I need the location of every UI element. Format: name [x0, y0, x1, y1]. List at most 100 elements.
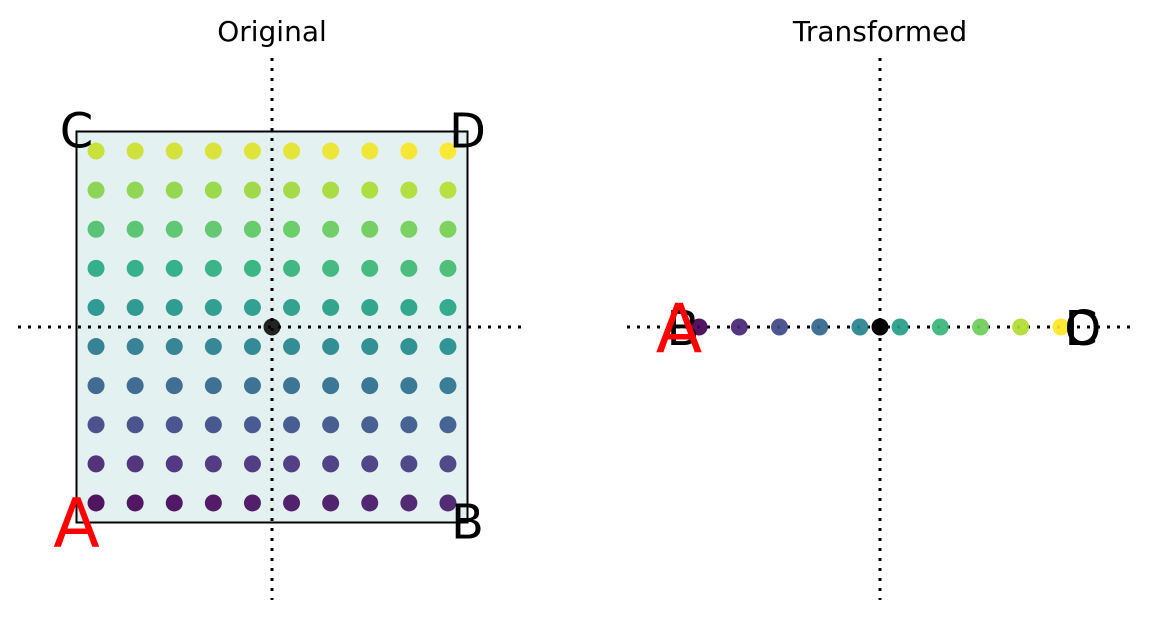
original-grid-point — [439, 259, 457, 277]
original-grid-point — [243, 298, 261, 316]
original-grid-point — [361, 259, 379, 277]
transformed-point — [730, 318, 748, 336]
transformed-point — [891, 318, 909, 336]
original-grid-point — [243, 338, 261, 356]
original-grid-point — [283, 181, 301, 199]
original-corner-a-label: A — [53, 485, 100, 564]
original-grid-point — [283, 259, 301, 277]
original-grid-point — [322, 259, 340, 277]
original-grid-point — [283, 416, 301, 434]
transformed-points — [690, 318, 1070, 336]
transformed-point — [811, 318, 829, 336]
original-origin-point — [263, 318, 281, 336]
original-panel: Original A B C D — [18, 15, 524, 600]
original-grid-point — [165, 416, 183, 434]
original-grid-point — [126, 338, 144, 356]
original-grid-point — [126, 259, 144, 277]
original-grid-point — [322, 455, 340, 473]
original-grid-point — [165, 377, 183, 395]
original-grid-point — [87, 377, 105, 395]
original-grid-point — [283, 338, 301, 356]
transformed-point — [851, 318, 869, 336]
transformed-point — [931, 318, 949, 336]
original-grid-point — [204, 181, 222, 199]
original-points — [87, 142, 457, 512]
original-grid-point — [165, 298, 183, 316]
original-grid-point — [126, 220, 144, 238]
original-grid-point — [243, 142, 261, 160]
original-grid-point — [87, 416, 105, 434]
original-grid-point — [165, 259, 183, 277]
original-grid-point — [165, 220, 183, 238]
original-grid-point — [400, 142, 418, 160]
original-grid-point — [439, 455, 457, 473]
original-grid-point — [87, 259, 105, 277]
transformed-panel: Transformed B A C D — [627, 15, 1133, 600]
original-grid-point — [283, 455, 301, 473]
transformed-point — [1012, 318, 1030, 336]
original-grid-point — [204, 455, 222, 473]
original-grid-point — [322, 181, 340, 199]
original-grid-point — [126, 455, 144, 473]
original-grid-point — [400, 220, 418, 238]
original-grid-point — [165, 455, 183, 473]
original-corner-b-label: B — [451, 495, 484, 551]
original-grid-point — [439, 220, 457, 238]
original-grid-point — [283, 298, 301, 316]
original-grid-point — [243, 259, 261, 277]
original-grid-point — [361, 338, 379, 356]
original-grid-point — [361, 416, 379, 434]
original-grid-point — [126, 298, 144, 316]
original-grid-point — [361, 455, 379, 473]
original-grid-point — [322, 220, 340, 238]
original-grid-point — [126, 377, 144, 395]
original-grid-point — [439, 142, 457, 160]
original-grid-point — [204, 298, 222, 316]
transformed-corner-b-label: B — [667, 301, 700, 357]
transformed-point — [690, 318, 708, 336]
original-grid-point — [87, 298, 105, 316]
original-grid-point — [165, 338, 183, 356]
original-grid-point — [204, 142, 222, 160]
original-grid-point — [283, 494, 301, 512]
original-grid-point — [243, 455, 261, 473]
original-title: Original — [217, 15, 327, 48]
original-grid-point — [204, 416, 222, 434]
original-grid-point — [87, 338, 105, 356]
original-grid-point — [126, 142, 144, 160]
original-grid-point — [204, 338, 222, 356]
original-grid-point — [283, 377, 301, 395]
original-grid-point — [439, 377, 457, 395]
original-grid-point — [361, 377, 379, 395]
original-grid-point — [400, 455, 418, 473]
original-grid-point — [87, 181, 105, 199]
original-grid-point — [243, 416, 261, 434]
original-grid-point — [126, 494, 144, 512]
original-grid-point — [283, 220, 301, 238]
transformed-corner-c-label: C — [1064, 301, 1098, 357]
original-grid-point — [439, 416, 457, 434]
original-corner-c-label: C — [60, 104, 94, 160]
original-grid-point — [204, 377, 222, 395]
original-grid-point — [322, 416, 340, 434]
original-grid-point — [361, 298, 379, 316]
original-grid-point — [439, 338, 457, 356]
original-grid-point — [361, 181, 379, 199]
original-grid-point — [361, 220, 379, 238]
original-grid-point — [165, 181, 183, 199]
original-grid-point — [243, 377, 261, 395]
original-grid-point — [204, 220, 222, 238]
transformed-point — [1052, 318, 1070, 336]
original-grid-point — [126, 181, 144, 199]
original-grid-point — [400, 377, 418, 395]
original-grid-point — [322, 298, 340, 316]
original-grid-point — [165, 142, 183, 160]
original-grid-point — [400, 338, 418, 356]
original-grid-point — [400, 416, 418, 434]
original-corner-d-label: D — [449, 104, 486, 160]
transformed-origin-point — [871, 318, 889, 336]
original-grid-point — [204, 494, 222, 512]
original-grid-point — [400, 181, 418, 199]
original-grid-point — [87, 455, 105, 473]
